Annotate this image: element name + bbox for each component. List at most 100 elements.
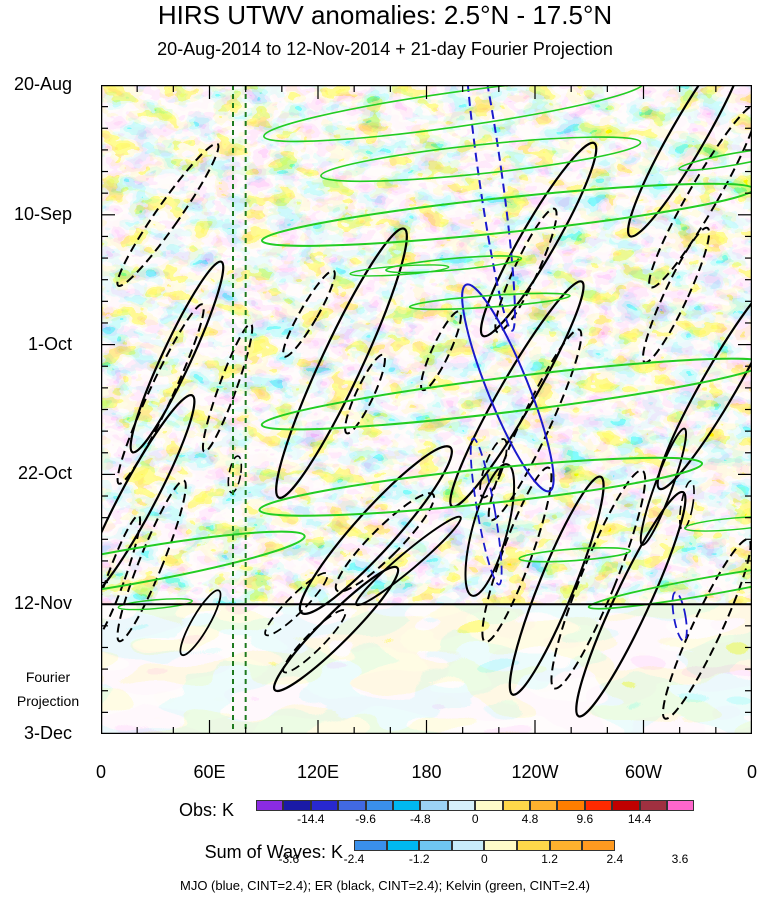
er-contour: [179, 589, 222, 657]
obs-colorbar-segment: [310, 800, 339, 811]
wave-colorbar-segment: [517, 840, 550, 851]
obs-colorbar-segment: [639, 800, 667, 811]
er-contour: [201, 322, 254, 453]
obs-colorbar-label: -14.4: [297, 812, 325, 826]
obs-colorbar-label: 4.8: [521, 812, 539, 826]
er-contour: [116, 142, 220, 287]
kelvin-contour: [518, 546, 632, 563]
x-tick-label: 0: [95, 762, 106, 782]
wave-colorbar-label: 0: [481, 852, 488, 866]
wave-colorbar-label: -2.4: [343, 852, 365, 866]
wave-colorbar-label: 2.4: [606, 852, 624, 866]
hovmoller-plot: [0, 11, 770, 735]
mjo-contour: [463, 11, 516, 332]
y-tick-label: 3-Dec: [23, 723, 72, 743]
kelvin-contour: [320, 136, 642, 183]
obs-colorbar-segment: [365, 800, 393, 811]
obs-colorbar-segment: [502, 800, 530, 811]
wave-colorbar-segment: [549, 840, 583, 851]
er-contour: [129, 260, 225, 454]
obs-colorbar-label: 14.4: [627, 812, 652, 826]
er-contour: [464, 463, 516, 597]
er-contour: [282, 269, 336, 358]
y-tick-label: 22-Oct: [17, 463, 72, 484]
projection-label-line1: Fourier: [25, 669, 71, 685]
wave-colorbar-label: 3.6: [671, 852, 689, 866]
er-contour: [550, 469, 647, 690]
er-contour: [639, 427, 688, 546]
er-contour: [275, 227, 408, 499]
obs-colorbar-label: -4.8: [410, 812, 431, 826]
kelvin-contour: [349, 264, 450, 277]
er-contour: [481, 466, 553, 644]
kelvin-contour: [0, 530, 306, 604]
obs-colorbar-title: Obs: K: [178, 800, 234, 820]
obs-colorbar-segment: [393, 800, 421, 811]
kelvin-contour: [258, 456, 704, 517]
wave-colorbar-label: 1.2: [541, 852, 558, 866]
projection-field: [101, 604, 752, 734]
wave-colorbar-segment: [354, 840, 387, 851]
kelvin-contour: [385, 255, 523, 274]
y-tick-label: 10-Sep: [13, 203, 72, 224]
wave-colorbar-title: Sum of Waves: K: [204, 842, 343, 862]
x-tick-label: 0: [746, 762, 757, 782]
wave-colorbar-label: -3.6: [278, 852, 300, 866]
x-tick-label: 120E: [296, 762, 340, 782]
kelvin-contour: [117, 598, 193, 611]
obs-colorbar-segment: [256, 800, 284, 811]
wave-colorbar-label: -1.2: [408, 852, 430, 866]
obs-colorbar-label: 9.6: [576, 812, 594, 826]
er-contour: [661, 538, 752, 720]
projection-label-line2: Projection: [16, 693, 80, 709]
er-contour: [264, 572, 329, 637]
y-tick-label: 20-Aug: [13, 74, 72, 94]
er-contour: [420, 310, 462, 392]
kelvin-contour: [408, 292, 571, 311]
kelvin-contour: [587, 561, 770, 610]
y-tick-label: 1-Oct: [27, 333, 72, 354]
er-contour: [656, 273, 770, 491]
wave-colorbar-segment: [451, 840, 485, 851]
obs-colorbar-label: -9.6: [355, 812, 376, 826]
er-contour: [227, 455, 243, 494]
wave-colorbar-segment: [484, 840, 517, 851]
kelvin-contour: [678, 147, 770, 172]
mjo-contour: [671, 591, 688, 642]
obs-colorbar-segment: [338, 800, 366, 811]
x-tick-label: 60E: [193, 762, 226, 782]
er-contour: [494, 207, 558, 334]
kelvin-contour: [683, 515, 770, 532]
er-contour: [89, 514, 142, 645]
x-tick-label: 60W: [624, 762, 662, 782]
obs-colorbar-segment: [584, 800, 613, 811]
mjo-contour: [469, 437, 503, 586]
obs-colorbar-segment: [530, 800, 558, 811]
er-contour: [116, 479, 187, 643]
er-contour: [334, 492, 436, 593]
obs-colorbar-segment: [475, 800, 503, 811]
obs-colorbar-segment: [447, 800, 476, 811]
obs-colorbar-segment: [420, 800, 448, 811]
er-contour: [116, 303, 205, 485]
wave-colorbar-segment: [419, 840, 452, 851]
er-contour: [678, 480, 695, 531]
x-tick-label: 120W: [511, 762, 559, 782]
obs-colorbar-label: 0: [471, 812, 479, 826]
x-tick-label: 180: [411, 762, 442, 782]
obs-colorbar-segment: [612, 800, 640, 811]
obs-colorbar-segment: [283, 800, 311, 811]
er-contour: [508, 475, 605, 696]
contour-legend: MJO (blue, CINT=2.4); ER (black, CINT=2.…: [180, 878, 590, 893]
chart-subtitle: 20-Aug-2014 to 12-Nov-2014 + 21-day Four…: [157, 39, 613, 59]
plot-area: [0, 11, 770, 735]
er-contour: [479, 438, 508, 499]
er-contour: [298, 445, 453, 615]
mjo-contour: [461, 283, 555, 493]
obs-colorbar-segment: [667, 800, 695, 811]
er-contour: [344, 353, 386, 435]
er-contour: [282, 609, 347, 674]
obs-colorbar-segment: [557, 800, 585, 811]
chart-title: HIRS UTWV anomalies: 2.5°N - 17.5°N: [157, 0, 613, 30]
wave-colorbar-segment: [386, 840, 420, 851]
